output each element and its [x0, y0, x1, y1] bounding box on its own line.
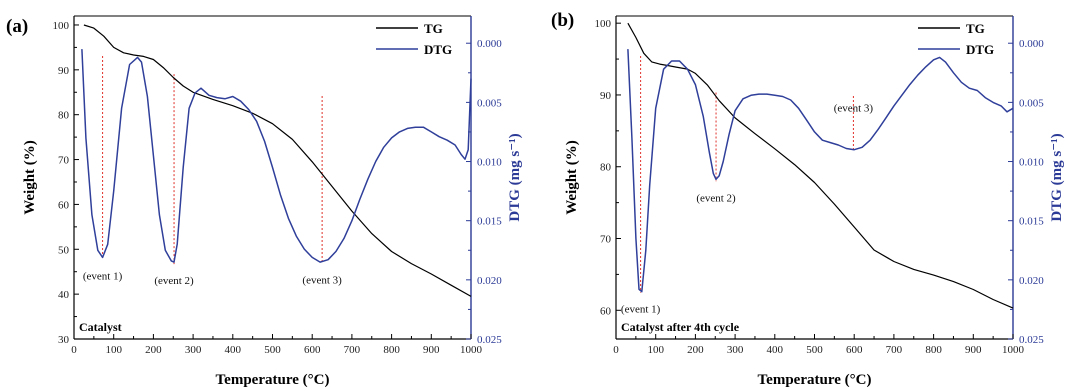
event-label: (event 2) — [696, 192, 736, 204]
x-tick-label: 100 — [105, 344, 122, 356]
y2-tick-label: 0.025 — [1019, 334, 1044, 346]
x-tick-label: 700 — [886, 344, 903, 356]
y2-tick-label: 0.005 — [477, 97, 502, 109]
event-label: (event 3) — [302, 275, 342, 287]
y2-tick-label: 0.020 — [1019, 275, 1044, 287]
legend-label-dtg: DTG — [424, 42, 452, 57]
y-tick-label: 70 — [58, 155, 70, 167]
event-label: (event 1) — [621, 304, 661, 316]
y-tick-label: 60 — [58, 199, 70, 211]
panel-label: (a) — [6, 16, 28, 37]
x-tick-label: 300 — [727, 344, 744, 356]
x-tick-label: 100 — [647, 344, 664, 356]
event-label: (event 2) — [154, 275, 194, 287]
x-tick-label: 400 — [767, 344, 784, 356]
tg-series-line — [83, 24, 472, 297]
event-label: (event 1) — [83, 270, 123, 282]
dtg-series-line — [81, 49, 472, 263]
y-tick-label: 60 — [600, 305, 612, 317]
y-tick-label: 90 — [600, 90, 612, 102]
chart-panel-2: 0 100 200 300 400 500 600 700 800 900 1000 60 70 80 90… — [551, 10, 1065, 388]
x-tick-label: 800 — [383, 344, 400, 356]
x-tick-label: 200 — [145, 344, 162, 356]
y2-tick-label: 0.025 — [477, 334, 502, 346]
y2-tick-label: 0.010 — [477, 157, 502, 169]
x-tick-label: 0 — [613, 344, 619, 356]
sample-label: Catalyst after 4th cycle — [621, 320, 740, 334]
y-axis-title: Weight (%) — [564, 140, 580, 215]
y2-tick-label: 0.015 — [1019, 216, 1044, 228]
panel-label: (b) — [551, 10, 574, 31]
x-tick-label: 600 — [304, 344, 321, 356]
y-tick-label: 50 — [58, 244, 70, 256]
legend-label-tg: TG — [424, 21, 443, 36]
x-axis-title: Temperature (°C) — [216, 372, 330, 388]
y-axis-title: Weight (%) — [22, 140, 38, 215]
sample-label: Catalyst — [79, 320, 122, 334]
x-tick-label: 400 — [225, 344, 242, 356]
x-axis-title: Temperature (°C) — [758, 372, 872, 388]
y-tick-label: 70 — [600, 234, 612, 246]
y2-tick-label: 0.020 — [477, 275, 502, 287]
y2-tick-label: 0.005 — [1019, 97, 1044, 109]
y-tick-label: 90 — [58, 65, 70, 77]
y-tick-label: 80 — [58, 110, 70, 122]
y2-tick-label: 0.000 — [477, 38, 502, 50]
legend-label-tg: TG — [966, 21, 985, 36]
y-tick-label: 100 — [53, 20, 70, 32]
dtg-series-line — [627, 49, 1014, 293]
x-tick-label: 900 — [965, 344, 982, 356]
x-tick-label: 300 — [185, 344, 202, 356]
x-tick-label: 1000 — [1002, 344, 1025, 356]
x-tick-label: 200 — [687, 344, 704, 356]
y-tick-label: 100 — [595, 18, 612, 30]
x-tick-label: 700 — [344, 344, 361, 356]
y2-tick-label: 0.010 — [1019, 157, 1044, 169]
y2-tick-label: 0.000 — [1019, 38, 1044, 50]
x-tick-label: 800 — [925, 344, 942, 356]
x-tick-label: 1000 — [460, 344, 483, 356]
x-tick-label: 900 — [423, 344, 440, 356]
x-tick-label: 0 — [71, 344, 77, 356]
y2-axis-title: DTG (mg s⁻¹) — [1049, 133, 1065, 221]
y2-axis-title: DTG (mg s⁻¹) — [507, 133, 523, 221]
x-tick-label: 500 — [806, 344, 823, 356]
x-tick-label: 600 — [846, 344, 863, 356]
legend-label-dtg: DTG — [966, 42, 994, 57]
chart-panel-1: 0 100 200 300 400 500 600 700 800 900 1000 30 40 50 60… — [6, 15, 523, 388]
y-tick-label: 30 — [58, 334, 70, 346]
y-tick-label: 40 — [58, 289, 70, 301]
tg-series-line — [627, 22, 1014, 309]
y-tick-label: 80 — [600, 162, 612, 174]
event-label: (event 3) — [834, 103, 874, 115]
x-tick-label: 500 — [264, 344, 281, 356]
y2-tick-label: 0.015 — [477, 216, 502, 228]
